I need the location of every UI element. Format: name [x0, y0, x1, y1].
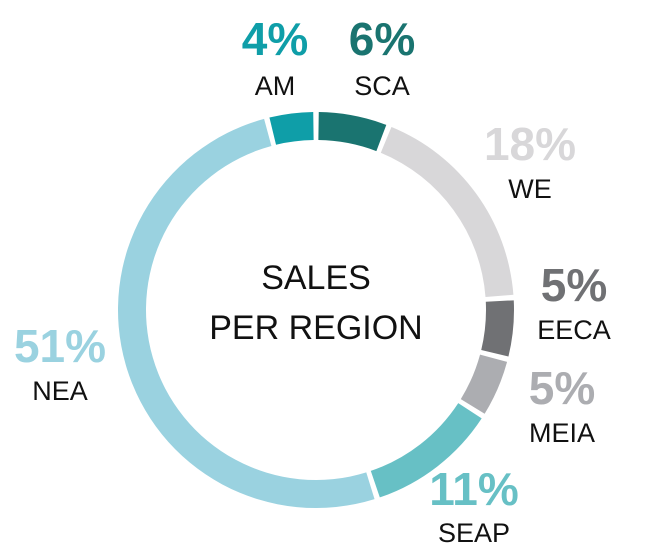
slice-label-we: WE — [508, 174, 552, 204]
slice-label-am: AM — [255, 71, 296, 101]
slice-percent-sca: 6% — [349, 13, 415, 65]
slice-am — [269, 112, 314, 145]
slice-percent-meia: 5% — [529, 362, 595, 414]
donut-slices — [117, 112, 514, 509]
chart-title-line-1: SALES — [261, 259, 371, 297]
slice-percent-eeca: 5% — [541, 259, 607, 311]
slice-percent-am: 4% — [242, 13, 308, 65]
slice-label-nea: NEA — [32, 376, 88, 406]
slice-label-seap: SEAP — [438, 518, 510, 548]
slice-eeca — [481, 300, 514, 357]
slice-we — [380, 126, 514, 297]
slice-seap — [370, 403, 482, 498]
slice-percent-seap: 11% — [429, 463, 519, 515]
chart-title-line-2: PER REGION — [209, 309, 422, 347]
slice-percent-nea: 51% — [14, 320, 106, 372]
slice-label-sca: SCA — [354, 71, 410, 101]
slice-label-eeca: EECA — [537, 315, 611, 345]
slice-sca — [318, 112, 387, 152]
slice-meia — [460, 354, 508, 414]
slice-percent-we: 18% — [484, 118, 576, 170]
slice-labels: 6% SCA 18% WE 5% EECA 5% MEIA 11%SEAP 51% NEA 4% AM — [14, 13, 611, 548]
slice-label-meia: MEIA — [529, 418, 595, 448]
